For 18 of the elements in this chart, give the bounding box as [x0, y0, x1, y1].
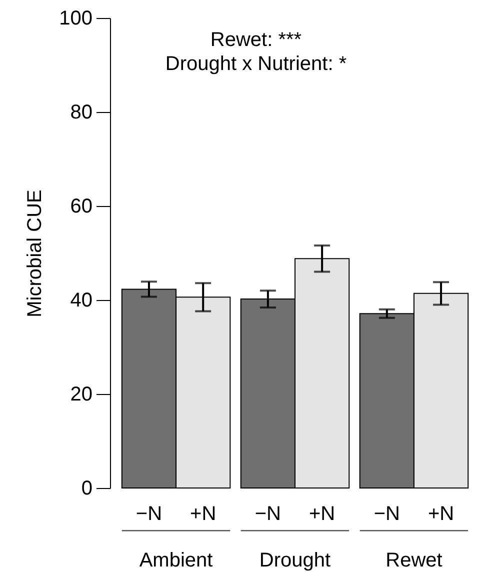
- y-tick-label: 80: [70, 102, 92, 124]
- y-tick-label: 100: [59, 8, 92, 30]
- series-label: −N: [136, 503, 162, 525]
- text: −N: [374, 503, 400, 525]
- y-axis-title: Microbial CUE: [24, 190, 46, 318]
- annotation: Drought x Nutrient: *: [165, 53, 347, 75]
- x-tick-label: Ambient: [139, 550, 214, 572]
- text: −N: [254, 503, 281, 525]
- text: +N: [428, 503, 454, 525]
- x-tick-label: Rewet: [386, 550, 443, 572]
- series-label: +N: [190, 503, 216, 525]
- y-tick-label: 0: [81, 478, 92, 500]
- y-tick-label: 20: [70, 384, 92, 406]
- y-tick-label: 60: [70, 196, 92, 218]
- annotation: Rewet: ***: [210, 29, 302, 51]
- x-tick-label: Drought: [259, 550, 332, 572]
- text: +N: [309, 503, 336, 525]
- y-tick-label: 40: [70, 290, 92, 312]
